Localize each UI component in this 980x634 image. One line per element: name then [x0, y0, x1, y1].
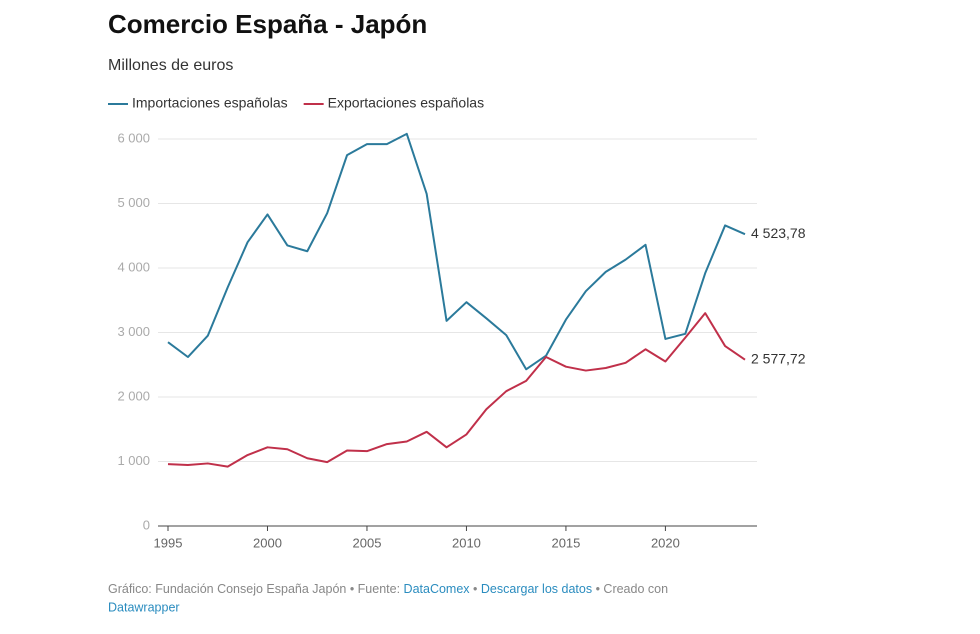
x-tick-label: 2005 — [353, 535, 382, 550]
y-tick-label: 3 000 — [117, 324, 150, 339]
legend-label: Importaciones españolas — [132, 95, 288, 111]
x-tick-label: 2000 — [253, 535, 282, 550]
x-tick-label: 1995 — [154, 535, 183, 550]
footer-text: • Creado con — [596, 582, 669, 596]
chart-subtitle: Millones de euros — [108, 57, 233, 74]
y-tick-label: 2 000 — [117, 388, 150, 403]
y-tick-label: 6 000 — [117, 130, 150, 145]
x-tick-label: 2010 — [452, 535, 481, 550]
series-line — [167, 312, 746, 468]
y-tick-label: 1 000 — [117, 453, 150, 468]
footer-link[interactable]: Descargar los datos — [481, 582, 592, 596]
y-tick-label: 4 000 — [117, 259, 150, 274]
series-line — [167, 132, 746, 371]
x-tick-label: 2015 — [551, 535, 580, 550]
footer-link[interactable]: Datawrapper — [108, 600, 180, 614]
footer-text: Gráfico: Fundación Consejo España Japón … — [108, 582, 400, 596]
footer: Gráfico: Fundación Consejo España Japón … — [108, 582, 668, 596]
legend-label: Exportaciones españolas — [328, 95, 484, 111]
footer-text: • — [473, 582, 477, 596]
end-label: 4 523,78 — [751, 225, 806, 241]
end-label: 2 577,72 — [751, 350, 806, 366]
y-tick-label: 0 — [143, 517, 150, 532]
y-tick-label: 5 000 — [117, 195, 150, 210]
footer-link[interactable]: DataComex — [404, 582, 471, 596]
x-tick-label: 2020 — [651, 535, 680, 550]
chart-title: Comercio España - Japón — [108, 9, 427, 39]
